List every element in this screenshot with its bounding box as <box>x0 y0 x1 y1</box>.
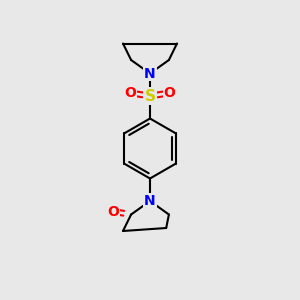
Text: N: N <box>144 194 156 208</box>
Text: S: S <box>145 88 155 104</box>
Text: N: N <box>144 67 156 80</box>
Text: O: O <box>164 86 175 100</box>
Text: O: O <box>124 86 136 100</box>
Text: O: O <box>107 205 119 218</box>
